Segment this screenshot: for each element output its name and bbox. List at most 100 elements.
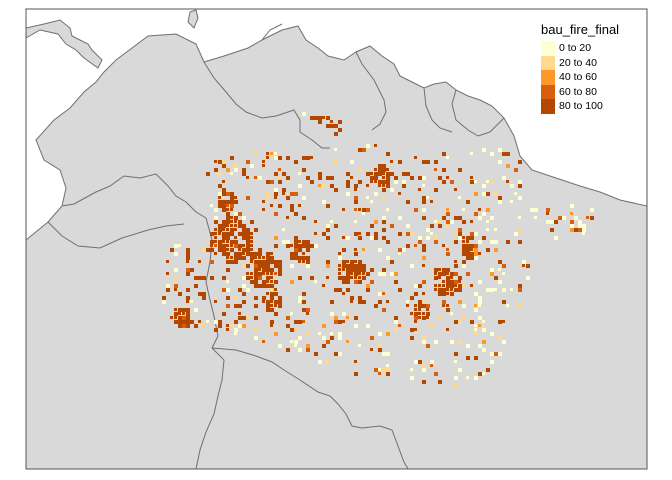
- fire-cell: [266, 300, 270, 304]
- fire-cell: [266, 252, 270, 256]
- fire-cell: [302, 168, 306, 172]
- fire-cell: [414, 312, 418, 316]
- fire-cell: [250, 232, 253, 235]
- legend-title: bau_fire_final: [541, 22, 620, 37]
- fire-cell: [358, 236, 362, 240]
- fire-cell: [458, 300, 462, 304]
- fire-cell: [338, 252, 341, 255]
- fire-cell: [466, 356, 470, 360]
- fire-cell: [166, 284, 170, 288]
- fire-cell: [342, 312, 346, 316]
- fire-cell: [246, 244, 250, 248]
- fire-cell: [498, 260, 502, 264]
- fire-cell: [582, 228, 586, 232]
- fire-cell: [194, 284, 198, 288]
- fire-cell: [330, 336, 334, 340]
- fire-cell: [278, 272, 282, 276]
- fire-cell: [266, 304, 270, 308]
- fire-cell: [354, 232, 358, 236]
- fire-cell: [358, 180, 362, 184]
- fire-cell: [238, 220, 242, 224]
- fire-cell: [222, 288, 226, 292]
- fire-cell: [434, 160, 438, 164]
- fire-cell: [514, 192, 517, 195]
- fire-cell: [238, 256, 242, 260]
- fire-cell: [270, 288, 273, 291]
- fire-cell: [406, 172, 410, 176]
- fire-cell: [302, 240, 306, 244]
- fire-cell: [222, 192, 226, 196]
- fire-cell: [382, 368, 386, 372]
- fire-cell: [318, 120, 322, 124]
- fire-cell: [450, 312, 453, 315]
- legend-item: 80 to 100: [541, 99, 619, 114]
- fire-cell: [318, 332, 321, 335]
- fire-cell: [522, 260, 526, 264]
- fire-cell: [210, 260, 214, 264]
- fire-cell: [234, 244, 238, 248]
- fire-cell: [230, 192, 234, 196]
- border-guiana-brazil: [477, 117, 505, 137]
- fire-cell: [234, 260, 238, 264]
- fire-cell: [366, 172, 370, 176]
- fire-cell: [338, 336, 342, 340]
- fire-cell: [342, 236, 345, 239]
- fire-cell: [266, 156, 269, 159]
- fire-cell: [386, 152, 390, 156]
- fire-cell: [378, 332, 382, 336]
- fire-cell: [222, 236, 226, 240]
- fire-cell: [270, 252, 273, 255]
- fire-cell: [458, 280, 461, 283]
- fire-cell: [366, 284, 370, 288]
- fire-cell: [362, 264, 366, 268]
- legend-item: 0 to 20: [541, 41, 619, 56]
- fire-cell: [238, 212, 242, 216]
- fire-cell: [246, 272, 249, 275]
- fire-cell: [330, 332, 333, 335]
- fire-cell: [242, 216, 246, 220]
- fire-cell: [270, 300, 273, 303]
- fire-cell: [474, 324, 477, 327]
- fire-cell: [422, 340, 426, 344]
- fire-cell: [302, 244, 306, 248]
- fire-cell: [286, 196, 290, 200]
- fire-cell: [222, 200, 226, 204]
- fire-cell: [246, 288, 250, 292]
- fire-cell: [194, 308, 198, 312]
- fire-cell: [270, 304, 273, 307]
- fire-cell: [574, 228, 578, 232]
- fire-cell: [382, 292, 385, 295]
- fire-cell: [182, 320, 186, 324]
- fire-cell: [458, 168, 462, 172]
- fire-cell: [230, 260, 234, 264]
- fire-cell: [422, 200, 426, 204]
- fire-cell: [466, 252, 470, 256]
- fire-cell: [246, 236, 250, 240]
- fire-cell: [250, 220, 254, 224]
- fire-cell: [422, 216, 426, 220]
- fire-cell: [474, 232, 478, 236]
- fire-cell: [494, 240, 498, 244]
- fire-cell: [434, 188, 438, 192]
- fire-cell: [226, 236, 230, 240]
- fire-cell: [474, 244, 478, 248]
- fire-cell: [578, 220, 582, 224]
- fire-cell: [254, 152, 257, 155]
- fire-cell: [234, 256, 238, 260]
- fire-cell: [226, 280, 229, 283]
- fire-cell: [262, 280, 266, 284]
- fire-cell: [218, 200, 222, 204]
- fire-cell: [230, 172, 233, 175]
- fire-cell: [490, 268, 494, 272]
- fire-cell: [326, 360, 330, 364]
- fire-cell: [518, 288, 522, 292]
- fire-cell: [406, 200, 410, 204]
- fire-cell: [430, 224, 434, 228]
- fire-cell: [274, 244, 278, 248]
- fire-cell: [486, 208, 490, 212]
- fire-cell: [462, 208, 465, 211]
- fire-cell: [274, 172, 278, 176]
- fire-cell: [430, 360, 434, 364]
- fire-cell: [422, 196, 426, 200]
- fire-cell: [314, 352, 318, 356]
